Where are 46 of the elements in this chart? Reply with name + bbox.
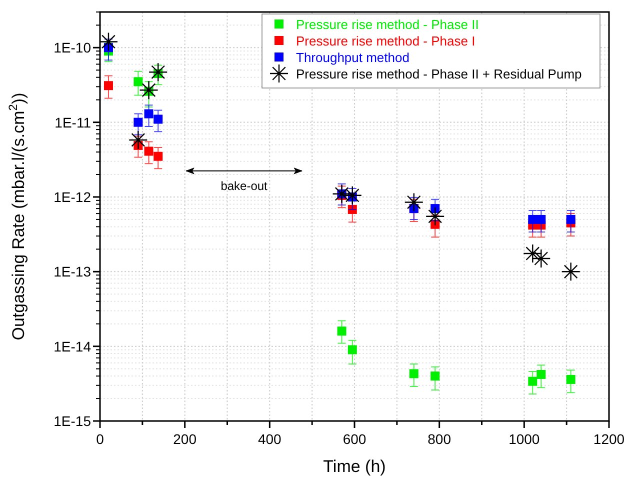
legend-label: Pressure rise method - Phase II + Residual Pump bbox=[296, 66, 582, 82]
y-tick-label: 1E-15 bbox=[54, 413, 92, 429]
point bbox=[523, 244, 542, 264]
point bbox=[536, 214, 546, 224]
x-tick-label: 1200 bbox=[593, 431, 625, 447]
x-axis-title: Time (h) bbox=[323, 457, 386, 476]
x-tick-label: 0 bbox=[96, 431, 104, 447]
x-tick-label: 1000 bbox=[508, 431, 540, 447]
point bbox=[134, 77, 143, 86]
y-tick-label: 1E-13 bbox=[54, 264, 92, 280]
point bbox=[566, 214, 576, 224]
point bbox=[144, 109, 154, 118]
legend-label: Throughput method bbox=[296, 50, 410, 65]
point bbox=[154, 152, 163, 161]
point bbox=[128, 130, 148, 150]
point bbox=[337, 326, 346, 336]
point bbox=[332, 184, 352, 204]
x-tick-label: 400 bbox=[258, 431, 282, 447]
point bbox=[566, 374, 576, 384]
point bbox=[139, 80, 158, 100]
point bbox=[148, 62, 168, 82]
legend-label: Pressure rise method - Phase I bbox=[296, 34, 476, 48]
x-tick-label: 600 bbox=[342, 431, 366, 447]
point bbox=[342, 186, 362, 205]
point bbox=[430, 372, 440, 381]
point bbox=[528, 376, 538, 386]
point bbox=[404, 192, 424, 212]
x-tick-label: 200 bbox=[173, 431, 197, 447]
point bbox=[104, 81, 113, 90]
annotation: bake-out bbox=[220, 178, 268, 193]
point bbox=[532, 248, 551, 268]
point bbox=[425, 206, 445, 226]
x-tick-label: 800 bbox=[428, 431, 452, 447]
point bbox=[528, 214, 538, 224]
y-tick-label: 1E-10 bbox=[54, 40, 92, 56]
point bbox=[154, 114, 163, 124]
point bbox=[561, 262, 580, 282]
point bbox=[144, 146, 154, 156]
y-tick-label: 1E-14 bbox=[54, 338, 92, 354]
point bbox=[348, 345, 357, 354]
legend-label: Pressure rise method - Phase II bbox=[296, 17, 479, 32]
y-tick-label: 1E-12 bbox=[54, 188, 92, 205]
point bbox=[134, 118, 143, 127]
point bbox=[536, 370, 546, 379]
point bbox=[409, 369, 418, 378]
y-tick-label: 1E-11 bbox=[54, 114, 92, 130]
